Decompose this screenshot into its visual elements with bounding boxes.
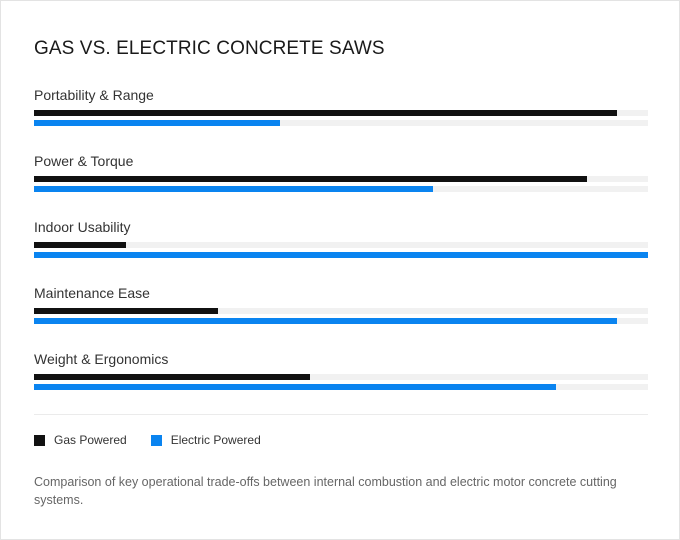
bar-track-gas: [34, 374, 648, 380]
bar-track-gas: [34, 242, 648, 248]
legend-item-gas: Gas Powered: [34, 433, 127, 447]
bar-gas: [34, 308, 218, 314]
legend-swatch-gas: [34, 434, 45, 446]
bar-track-electric: [34, 318, 648, 324]
bar-gas: [34, 176, 587, 182]
legend-item-electric: Electric Powered: [150, 433, 261, 447]
bar-electric: [34, 384, 556, 390]
metric-row: Indoor Usability: [34, 218, 648, 284]
bar-gas: [34, 110, 617, 116]
divider: [34, 414, 648, 415]
bar-electric: [34, 318, 617, 324]
bar-electric: [34, 252, 648, 258]
metric-label: Portability & Range: [34, 87, 154, 103]
metric-label: Power & Torque: [34, 153, 134, 169]
bar-track-electric: [34, 384, 648, 390]
bar-track-electric: [34, 120, 648, 126]
bar-track-electric: [34, 186, 648, 192]
metric-row: Power & Torque: [34, 152, 648, 218]
bar-track-gas: [34, 110, 648, 116]
bar-electric: [34, 186, 433, 192]
bar-track-gas: [34, 176, 648, 182]
bar-gas: [34, 242, 126, 248]
metric-row: Portability & Range: [34, 86, 648, 152]
bar-electric: [34, 120, 280, 126]
legend: Gas Powered Electric Powered: [34, 433, 285, 447]
chart-title: GAS VS. ELECTRIC CONCRETE SAWS: [34, 38, 385, 59]
bar-gas: [34, 374, 310, 380]
metric-label: Indoor Usability: [34, 219, 131, 235]
metric-row: Weight & Ergonomics: [34, 350, 648, 416]
legend-label-electric: Electric Powered: [170, 433, 261, 447]
bar-track-gas: [34, 308, 648, 314]
legend-label-gas: Gas Powered: [54, 433, 127, 447]
metric-list: Portability & Range Power & Torque Indoor …: [34, 86, 648, 416]
metric-row: Maintenance Ease: [34, 284, 648, 350]
chart-caption: Comparison of key operational trade-offs…: [34, 475, 617, 507]
bar-track-electric: [34, 252, 648, 258]
metric-label: Weight & Ergonomics: [34, 351, 169, 367]
metric-label: Maintenance Ease: [34, 285, 150, 301]
legend-swatch-electric: [150, 434, 162, 446]
